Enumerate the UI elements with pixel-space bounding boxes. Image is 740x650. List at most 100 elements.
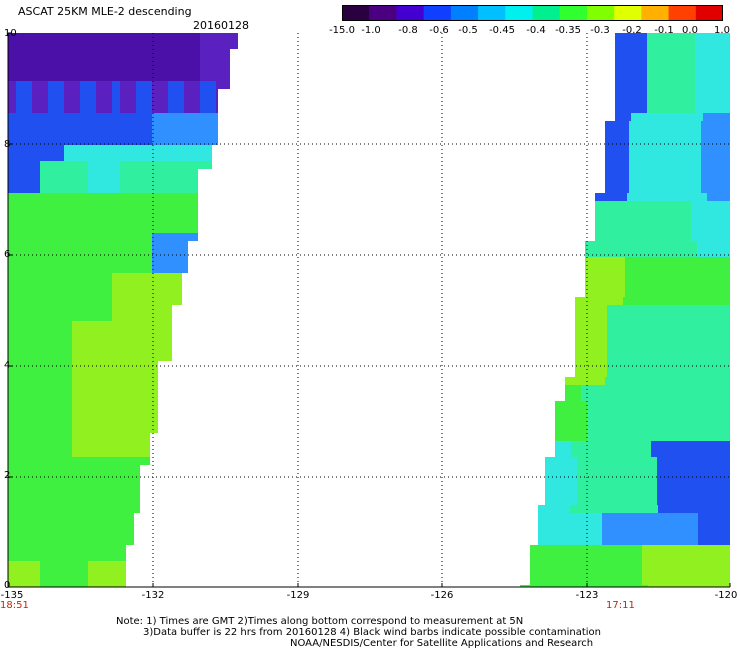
left-swath-cell (152, 273, 160, 281)
right-swath-cell (577, 489, 585, 497)
left-swath-cell (104, 281, 112, 289)
left-swath-cell (104, 81, 112, 89)
colorbar-label: -0.2 (622, 25, 642, 36)
left-swath-cell (56, 545, 64, 553)
left-swath-cell (56, 481, 64, 489)
left-swath-cell (176, 201, 184, 209)
right-swath-cell (695, 361, 703, 369)
right-swath-cell (719, 33, 727, 41)
right-swath-cell (701, 161, 709, 169)
left-swath-cell (8, 41, 16, 49)
left-swath-cell (128, 441, 136, 449)
right-swath-cell (591, 305, 599, 313)
left-swath-cell (48, 465, 56, 473)
left-swath-cell (72, 297, 80, 305)
left-swath-cell (192, 217, 198, 225)
left-swath-cell (96, 585, 104, 587)
right-swath-cell (591, 361, 599, 369)
left-swath-cell (48, 553, 56, 561)
left-swath-cell (16, 41, 24, 49)
right-swath-cell (555, 417, 563, 425)
right-swath-cell (701, 385, 709, 393)
right-swath-cell (697, 481, 705, 489)
left-swath-cell (24, 409, 32, 417)
right-swath-cell (711, 305, 719, 313)
right-swath-cell (715, 401, 723, 409)
right-swath-cell (639, 369, 647, 377)
left-swath-cell (104, 481, 112, 489)
left-swath-cell (96, 329, 104, 337)
right-swath-cell (683, 417, 691, 425)
right-swath-cell (725, 161, 730, 169)
left-swath-cell (200, 89, 208, 97)
left-swath-cell (80, 497, 88, 505)
right-swath-cell (717, 161, 725, 169)
right-swath-cell (691, 225, 699, 233)
right-swath-cell (705, 241, 713, 249)
left-swath-cell (80, 561, 88, 569)
left-swath-cell (40, 561, 48, 569)
left-swath-cell (216, 49, 224, 57)
left-swath-cell (152, 49, 160, 57)
left-swath-cell (64, 457, 72, 465)
left-swath-cell (48, 273, 56, 281)
right-swath-cell (578, 577, 586, 585)
left-swath-cell (112, 337, 120, 345)
right-swath-cell (651, 209, 659, 217)
left-swath-cell (80, 569, 88, 577)
left-swath-cell (168, 137, 176, 145)
left-swath-cell (160, 193, 168, 201)
left-swath-cell (184, 153, 192, 161)
right-swath-cell (617, 497, 625, 505)
left-swath-cell (112, 393, 120, 401)
left-swath-cell (64, 281, 72, 289)
left-swath-cell (80, 345, 88, 353)
right-swath-cell (663, 89, 671, 97)
left-swath-cell (128, 49, 136, 57)
right-swath-cell (658, 529, 666, 537)
left-swath-cell (72, 353, 80, 361)
left-swath-cell (16, 577, 24, 585)
left-swath-cell (104, 585, 112, 587)
left-swath-cell (24, 81, 32, 89)
left-swath-cell (72, 249, 80, 257)
right-swath-cell (682, 529, 690, 537)
right-swath-cell (719, 97, 727, 105)
right-swath-cell (563, 441, 571, 449)
left-swath-cell (24, 313, 32, 321)
left-swath-cell (8, 561, 16, 569)
left-swath-cell (176, 193, 184, 201)
right-swath-cell (671, 297, 679, 305)
right-swath-cell (713, 249, 721, 257)
left-swath-cell (48, 569, 56, 577)
left-swath-cell (184, 81, 192, 89)
left-swath-cell (144, 97, 152, 105)
right-swath-cell (705, 273, 713, 281)
left-swath-cell (192, 73, 200, 81)
right-swath-cell (679, 337, 687, 345)
left-swath-cell (112, 545, 120, 553)
right-swath-cell (610, 505, 618, 513)
left-swath-cell (88, 169, 96, 177)
left-swath-cell (144, 145, 152, 153)
right-swath-cell (617, 481, 625, 489)
right-swath-cell (643, 409, 651, 417)
left-swath-cell (120, 425, 128, 433)
right-swath-cell (605, 385, 613, 393)
right-swath-cell (643, 417, 651, 425)
left-swath-cell (184, 201, 192, 209)
left-swath-cell (216, 73, 224, 81)
colorbar-label: -1.0 (361, 25, 381, 36)
left-swath-cell (168, 265, 176, 273)
left-swath-cell (80, 89, 88, 97)
left-swath-cell (128, 337, 136, 345)
left-swath-cell (16, 89, 24, 97)
right-swath-cell (639, 321, 647, 329)
right-swath-cell (623, 305, 631, 313)
left-swath-cell (152, 193, 160, 201)
right-swath-cell (679, 57, 687, 65)
right-swath-cell (657, 281, 665, 289)
right-swath-cell (665, 465, 673, 473)
left-swath-cell (104, 137, 112, 145)
right-swath-cell (712, 585, 720, 587)
